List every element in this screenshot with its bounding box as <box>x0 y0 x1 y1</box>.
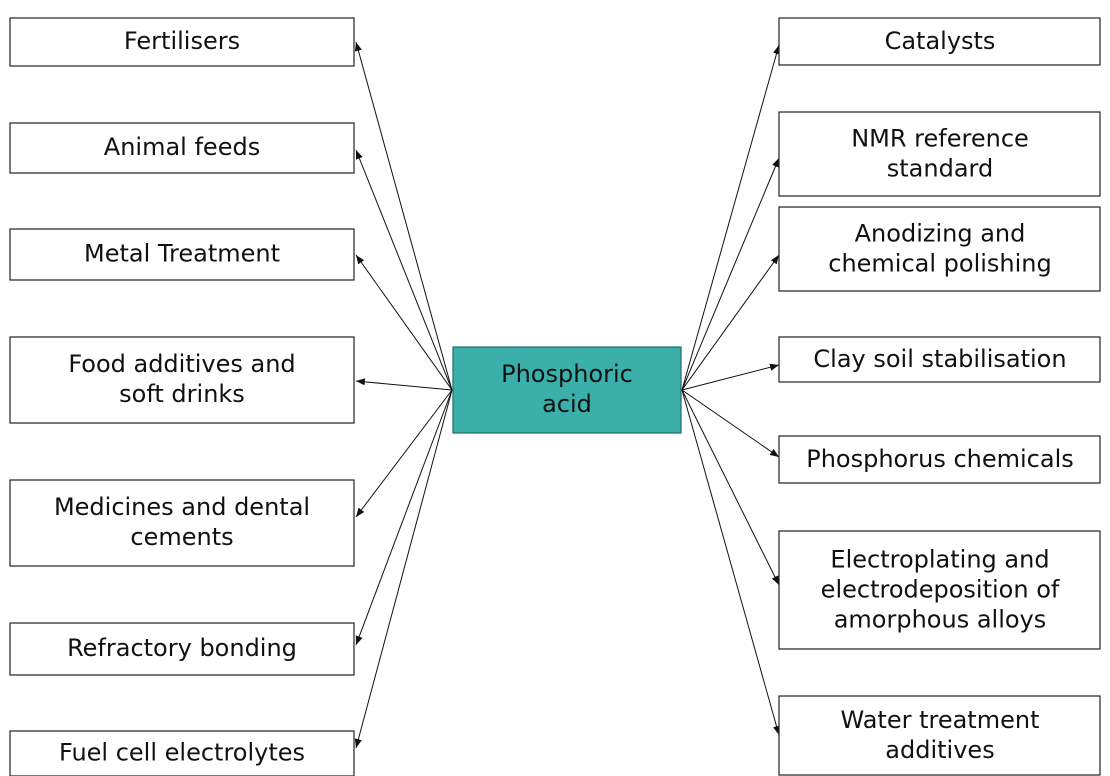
node-label: standard <box>887 155 993 183</box>
node-label: Phosphorus chemicals <box>806 445 1074 473</box>
node-label: Phosphoric <box>501 360 633 388</box>
arrow <box>354 41 453 391</box>
node-label: cements <box>130 523 233 551</box>
node-label: soft drinks <box>119 380 245 408</box>
arrow <box>355 254 453 391</box>
arrow <box>681 254 780 391</box>
use-box <box>778 695 1101 776</box>
use-box <box>9 228 355 281</box>
arrow <box>355 149 453 391</box>
node-label: additives <box>885 736 994 764</box>
use-box <box>9 336 355 424</box>
node-label: Water treatment <box>841 706 1040 734</box>
use-box <box>778 17 1101 66</box>
node-label: amorphous alloys <box>834 606 1047 634</box>
node-label: Animal feeds <box>104 133 260 161</box>
node-label: Clay soil stabilisation <box>813 345 1066 373</box>
use-box <box>778 111 1101 197</box>
node-label: Catalysts <box>885 27 996 55</box>
node-label: Food additives and <box>68 350 295 378</box>
node-label: Metal Treatment <box>84 240 280 268</box>
use-box <box>9 622 355 676</box>
arrow <box>681 389 780 458</box>
use-box <box>9 122 355 174</box>
arrow <box>681 44 781 391</box>
node-label: Anodizing and <box>855 220 1026 248</box>
node-label: Medicines and dental <box>54 493 310 521</box>
node-label: Fuel cell electrolytes <box>59 739 305 767</box>
use-box <box>9 479 355 567</box>
use-box <box>9 17 355 67</box>
node-label: chemical polishing <box>828 250 1052 278</box>
use-box <box>778 206 1101 292</box>
node-label: Electroplating and <box>830 546 1049 574</box>
arrow <box>354 389 453 749</box>
use-box <box>778 336 1101 383</box>
arrow <box>355 389 453 646</box>
node-label: Fertilisers <box>124 27 240 55</box>
arrow <box>681 363 780 391</box>
node-label: acid <box>542 390 592 418</box>
arrow <box>681 389 780 586</box>
arrow <box>355 378 453 391</box>
use-box <box>778 530 1101 650</box>
center-box <box>452 346 682 434</box>
use-box <box>778 435 1101 484</box>
arrow <box>355 389 453 518</box>
node-label: electrodeposition of <box>821 576 1060 604</box>
node-label: Refractory bonding <box>67 634 297 662</box>
node-label: NMR reference <box>851 125 1029 153</box>
use-box <box>9 730 355 776</box>
arrow <box>681 157 780 391</box>
arrow <box>681 389 781 736</box>
